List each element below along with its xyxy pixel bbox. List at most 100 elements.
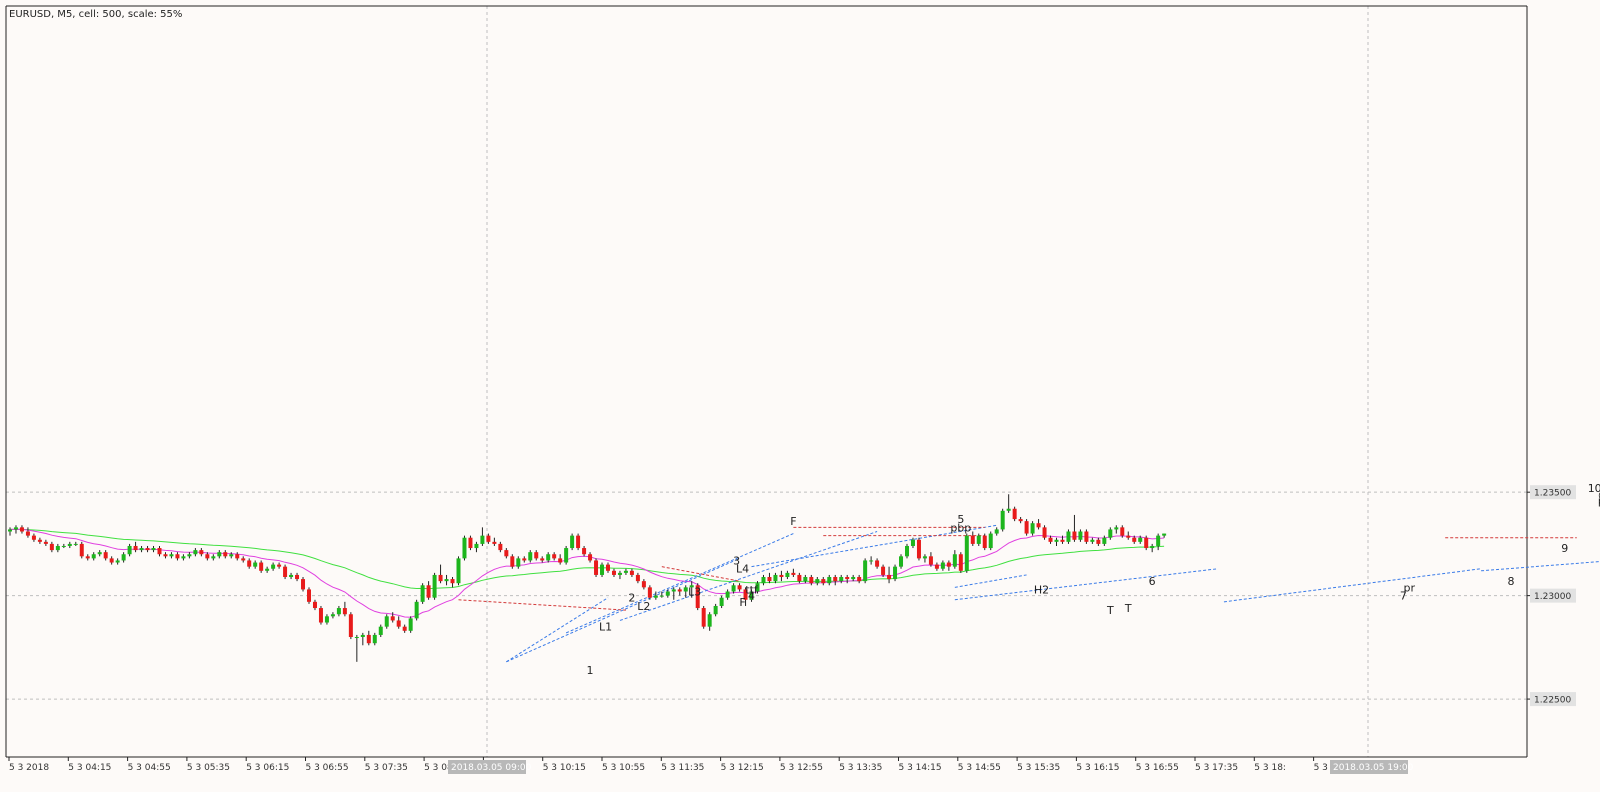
candle-bear <box>312 601 317 609</box>
candle-bull <box>360 634 365 638</box>
candle-bear <box>1048 537 1053 542</box>
candle-bull <box>761 577 766 584</box>
candle-bear <box>259 562 264 571</box>
candle-bull <box>839 577 844 582</box>
candle-bull <box>659 595 664 597</box>
candle-bear <box>43 541 48 544</box>
candle-bull <box>378 626 383 635</box>
candle-bull <box>755 583 760 592</box>
candle-bull <box>55 545 60 551</box>
candle-bull <box>73 543 78 545</box>
x-highlight-label: 2018.03.05 19:00 <box>1333 763 1414 773</box>
trend-line <box>619 531 878 621</box>
candle-bull <box>474 543 479 549</box>
candle-bull <box>899 556 904 567</box>
candle-bull <box>1108 529 1113 538</box>
ma-slow-path <box>10 528 1165 590</box>
x-tick-label: 5 3 12:55 <box>780 763 823 773</box>
candle-bear <box>498 543 503 551</box>
candle-bull <box>354 637 359 639</box>
candle-bull <box>952 554 957 567</box>
grid <box>6 6 1527 757</box>
candle-bull <box>976 535 981 544</box>
candle-bear <box>701 608 706 627</box>
candle-bear <box>1144 537 1149 549</box>
candle-bull <box>420 585 425 602</box>
candle-bull <box>910 539 915 546</box>
x-highlight-bg <box>1330 760 1408 774</box>
x-tick-label: 5 3 16:55 <box>1136 763 1179 773</box>
candle-bull <box>1138 537 1143 542</box>
candle-bear <box>958 554 963 571</box>
candle-bull <box>564 548 569 563</box>
candle-bear <box>594 560 599 575</box>
x-tick-label: 5 3 17:35 <box>1195 763 1238 773</box>
candle-bull <box>905 545 909 557</box>
candle-bull <box>940 562 945 569</box>
x-tick-label: 5 3 13:35 <box>839 763 882 773</box>
candle-bear <box>809 577 814 584</box>
candle-bull <box>408 618 413 631</box>
candle-bear <box>1042 527 1047 538</box>
candle-bear <box>534 552 539 559</box>
x-tick-label: 5 3 10:15 <box>543 763 586 773</box>
candle-bull <box>1162 533 1167 536</box>
candle-bear <box>450 579 455 584</box>
candle-bull <box>432 574 437 598</box>
candle-bear <box>934 564 939 569</box>
candle-bull <box>1066 531 1071 542</box>
x-tick-label: 5 3 04:55 <box>128 763 171 773</box>
candle-bear <box>25 531 30 536</box>
candle-bear <box>103 552 108 559</box>
candle-bear <box>1126 535 1131 538</box>
candle-bear <box>737 585 742 590</box>
y-tick-label-bg <box>1530 485 1576 500</box>
candle-bull <box>964 535 969 571</box>
candle-bull <box>689 585 694 588</box>
x-tick-label: 5 3 06:55 <box>306 763 349 773</box>
trend-line <box>565 533 794 634</box>
candle-bear <box>492 541 497 544</box>
candle-bear <box>558 558 563 563</box>
candle-bull <box>462 537 467 559</box>
candle-bull <box>713 605 718 615</box>
x-tick-label: 5 3 18: <box>1254 763 1286 773</box>
candle-bear <box>342 608 347 615</box>
candle-bull <box>528 552 533 561</box>
candle-bull <box>187 554 192 557</box>
candle-bull <box>384 616 389 627</box>
candle-bull <box>600 564 605 575</box>
candle-bull <box>922 556 927 559</box>
annotation-label: 2 <box>628 592 635 605</box>
candle-bull <box>994 529 999 534</box>
candle-bull <box>1030 523 1035 534</box>
candle-bear <box>85 556 90 559</box>
x-highlight-bg <box>448 760 526 774</box>
candle-bear <box>396 620 401 627</box>
candle-bear <box>307 589 311 602</box>
y-tick-label: 1.23000 <box>1534 592 1571 602</box>
candle-bull <box>725 591 730 598</box>
candle-bull <box>1090 539 1095 542</box>
candle-bear <box>946 562 951 567</box>
candle-bear <box>426 585 431 598</box>
candle-bear <box>875 560 880 567</box>
candle-bull <box>67 543 72 546</box>
candle-bull <box>617 572 622 575</box>
candle-bull <box>546 554 551 561</box>
candle-bear <box>797 574 802 582</box>
candle-bull <box>253 562 258 567</box>
candle-bull <box>863 560 868 582</box>
candle-bull <box>623 570 628 573</box>
candle-bear <box>468 537 473 549</box>
x-tick-label: 5 3 06:15 <box>246 763 289 773</box>
trend-line <box>954 574 1027 588</box>
candle-bear <box>31 535 36 540</box>
candle-bull <box>139 548 144 551</box>
candle-bear <box>157 548 162 555</box>
candle-bull <box>1054 539 1059 542</box>
candle-bull <box>97 552 102 555</box>
x-tick-label: 5 3 12:15 <box>721 763 764 773</box>
candle-bear <box>588 554 593 561</box>
candle-bear <box>767 577 772 582</box>
